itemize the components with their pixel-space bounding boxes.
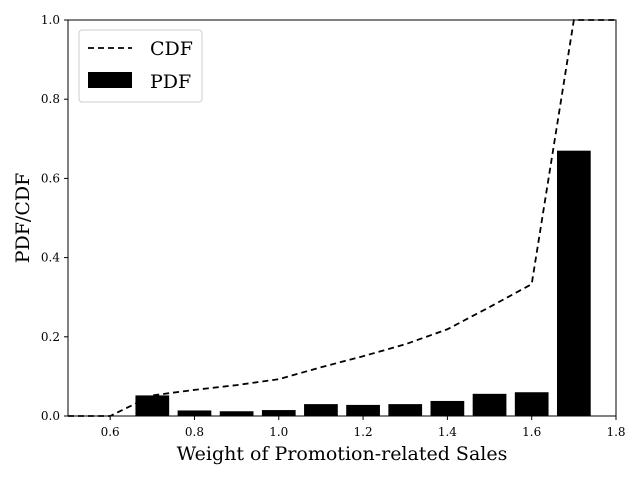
x-axis-title: Weight of Promotion-related Sales (177, 443, 508, 465)
legend-pdf-swatch (88, 72, 132, 88)
legend-pdf-label: PDF (150, 71, 191, 93)
pdf-bar (472, 393, 507, 416)
x-tick-label: 1.8 (606, 425, 625, 439)
legend: CDF PDF (78, 29, 203, 103)
x-tick-label: 1.4 (438, 425, 457, 439)
x-tick-label: 1.2 (354, 425, 373, 439)
x-tick-label: 1.6 (522, 425, 541, 439)
cdf-line (68, 19, 616, 417)
pdf-bars (135, 150, 591, 416)
y-tick-label: 0.2 (41, 330, 60, 344)
pdf-bar (261, 410, 296, 416)
x-axis-ticks: 0.6 0.8 1.0 1.2 1.4 1.6 1.8 (101, 416, 626, 439)
pdf-bar (135, 395, 170, 416)
y-axis-title: PDF/CDF (12, 173, 34, 264)
x-tick-label: 1.0 (269, 425, 288, 439)
pdf-bar (177, 410, 212, 416)
legend-cdf-label: CDF (150, 38, 193, 60)
pdf-bar (514, 392, 549, 416)
y-tick-label: 1.0 (41, 13, 60, 27)
y-tick-label: 0.8 (41, 92, 60, 106)
x-tick-label: 0.8 (185, 425, 204, 439)
plot-frame (67, 19, 617, 417)
pdf-bar (430, 400, 465, 416)
pdf-bar (388, 404, 423, 416)
y-tick-label: 0.6 (41, 171, 60, 185)
x-tick-label: 0.6 (101, 425, 120, 439)
pdf-bar (556, 150, 591, 416)
pdf-bar (304, 404, 338, 416)
cdf-line-group (68, 19, 616, 417)
pdf-bar (219, 411, 254, 416)
pdf-bar (346, 404, 380, 416)
y-axis-ticks: 0.0 0.2 0.4 0.6 0.8 1.0 (41, 13, 68, 423)
y-tick-label: 0.0 (41, 409, 60, 423)
y-tick-label: 0.4 (41, 251, 60, 265)
